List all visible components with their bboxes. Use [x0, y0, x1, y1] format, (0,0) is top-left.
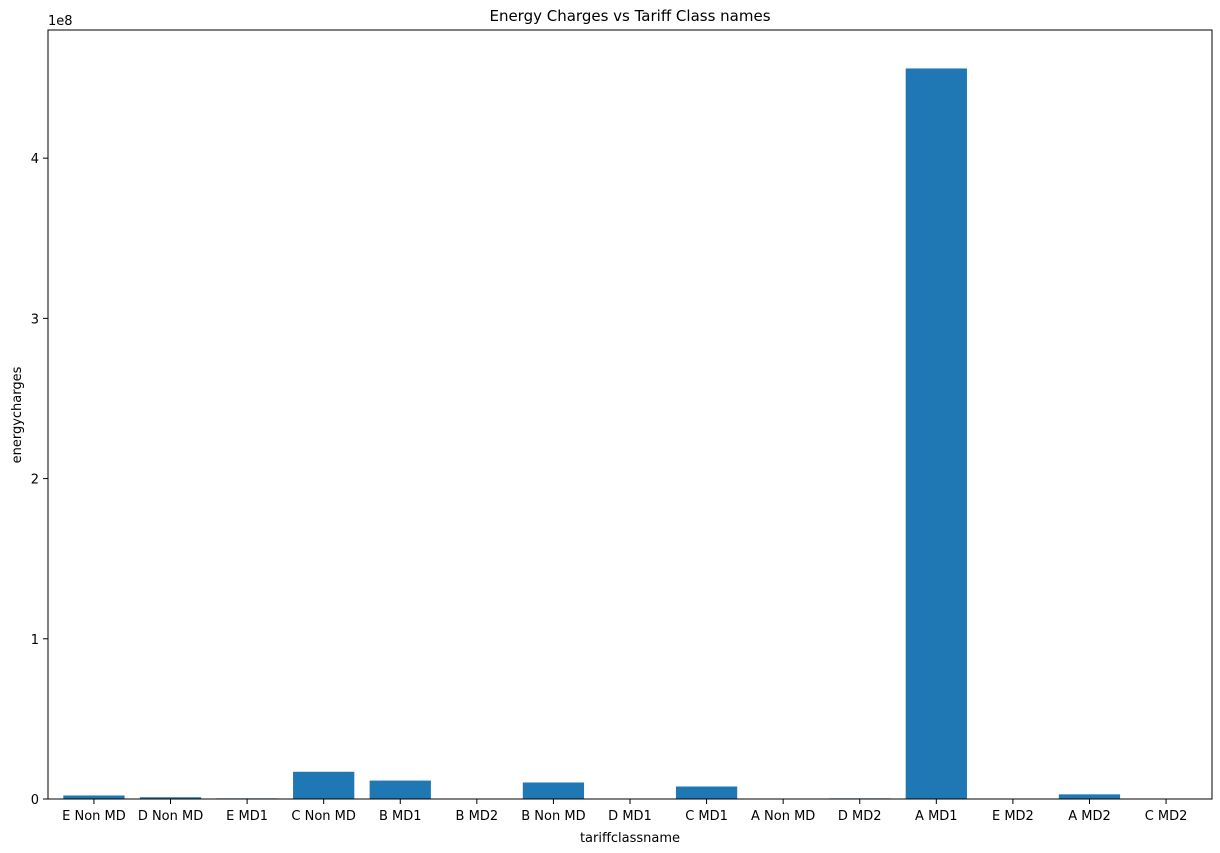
bar-c-md1: [675, 786, 738, 799]
y-tick-label: 4: [31, 152, 39, 167]
bar-d-non-md: [139, 797, 202, 799]
bar-c-non-md: [293, 771, 355, 799]
x-tick-label: B MD2: [456, 809, 499, 824]
y-tick-label: 0: [31, 793, 39, 808]
y-axis-label: energycharges: [10, 366, 25, 463]
x-tick-label: B MD1: [379, 809, 422, 824]
bars-group: [63, 68, 1197, 799]
x-tick-label: E MD1: [226, 809, 268, 824]
x-tick-label: D MD2: [838, 809, 882, 824]
x-tick-label: A Non MD: [751, 809, 815, 824]
plot-frame: [47, 29, 1213, 800]
bar-b-md1: [369, 780, 431, 799]
bar-a-md2: [1058, 794, 1121, 799]
x-tick-label: A MD2: [1068, 809, 1111, 824]
x-tick-label: C MD2: [1145, 809, 1188, 824]
y-offset-label: 1e8: [48, 14, 73, 29]
chart-title: Energy Charges vs Tariff Class names: [489, 7, 770, 25]
y-tick-label: 3: [31, 312, 39, 327]
x-tick-label: B Non MD: [521, 809, 585, 824]
bar-a-md1: [905, 68, 967, 799]
x-tick-label: C MD1: [685, 809, 728, 824]
x-tick-label: A MD1: [915, 809, 958, 824]
x-axis-label: tariffclassname: [580, 831, 680, 846]
x-tick-label: E MD2: [992, 809, 1034, 824]
x-tick-label: D Non MD: [138, 809, 203, 824]
x-tick-label: E Non MD: [62, 809, 126, 824]
x-tick-label: C Non MD: [291, 809, 356, 824]
y-ticks-group: 0 1 2 3 4: [31, 152, 48, 808]
bar-b-non-md: [522, 782, 585, 799]
x-tick-label: D MD1: [608, 809, 652, 824]
x-ticks-group: E Non MD D Non MD E MD1 C Non MD B MD1 B MD2 B…: [62, 799, 1187, 824]
y-tick-label: 2: [31, 473, 39, 488]
bar-e-non-md: [63, 795, 125, 799]
y-tick-label: 1: [31, 633, 39, 648]
